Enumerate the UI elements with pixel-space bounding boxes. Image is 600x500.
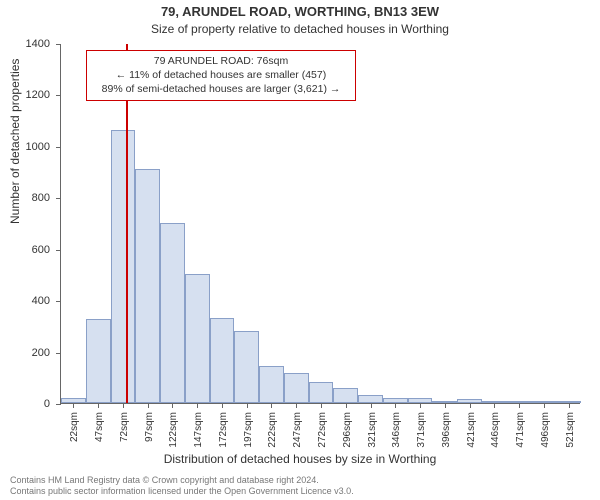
x-tick-label: 22sqm [69,412,80,442]
histogram-bar [259,366,284,403]
y-tick-label: 1400 [0,38,50,50]
info-line-1: 79 ARUNDEL ROAD: 76sqm [93,54,349,68]
x-tick-mark [172,403,173,408]
x-tick-mark [123,403,124,408]
x-axis-label: Distribution of detached houses by size … [0,452,600,466]
info-line-3: 89% of semi-detached houses are larger (… [93,82,349,96]
x-tick-label: 496sqm [540,412,551,448]
x-tick-mark [148,403,149,408]
y-tick-mark [56,95,61,96]
x-tick-label: 272sqm [317,412,328,448]
histogram-bar [284,373,309,403]
x-tick-mark [271,403,272,408]
x-tick-label: 172sqm [218,412,229,448]
x-tick-mark [519,403,520,408]
y-tick-mark [56,404,61,405]
histogram-bar [358,395,383,403]
y-tick-label: 1000 [0,141,50,153]
x-tick-mark [98,403,99,408]
x-tick-mark [321,403,322,408]
y-tick-label: 200 [0,347,50,359]
y-tick-label: 400 [0,295,50,307]
info-line-2: ← 11% of detached houses are smaller (45… [93,68,349,82]
y-tick-mark [56,353,61,354]
footer-line-1: Contains HM Land Registry data © Crown c… [10,475,354,486]
footer-line-2: Contains public sector information licen… [10,486,354,497]
x-tick-mark [569,403,570,408]
x-tick-label: 471sqm [515,412,526,448]
x-tick-label: 122sqm [168,412,179,448]
histogram-bar [135,169,160,403]
x-tick-mark [222,403,223,408]
property-info-box: 79 ARUNDEL ROAD: 76sqm ← 11% of detached… [86,50,356,101]
footer-attribution: Contains HM Land Registry data © Crown c… [10,475,354,498]
x-tick-mark [371,403,372,408]
histogram-bar [185,274,210,403]
x-tick-label: 346sqm [391,412,402,448]
y-tick-label: 0 [0,398,50,410]
y-tick-label: 600 [0,244,50,256]
x-tick-mark [296,403,297,408]
x-tick-label: 321sqm [367,412,378,448]
x-tick-mark [494,403,495,408]
x-tick-mark [197,403,198,408]
x-tick-mark [470,403,471,408]
x-tick-label: 247sqm [292,412,303,448]
x-tick-label: 396sqm [441,412,452,448]
x-tick-mark [346,403,347,408]
y-tick-mark [56,198,61,199]
x-tick-mark [445,403,446,408]
x-tick-mark [420,403,421,408]
x-tick-label: 371sqm [416,412,427,448]
x-tick-label: 446sqm [490,412,501,448]
histogram-bar [111,130,136,403]
x-tick-mark [395,403,396,408]
x-tick-label: 521sqm [565,412,576,448]
histogram-bar [333,388,358,403]
page-subtitle: Size of property relative to detached ho… [0,22,600,36]
x-tick-label: 47sqm [94,412,105,442]
x-tick-mark [73,403,74,408]
histogram-bar [210,318,235,403]
histogram-bar [86,319,111,403]
x-tick-label: 97sqm [144,412,155,442]
y-tick-mark [56,301,61,302]
histogram-bar [234,331,259,403]
histogram-bar [309,382,334,403]
x-tick-mark [247,403,248,408]
x-tick-label: 197sqm [243,412,254,448]
x-tick-label: 72sqm [119,412,130,442]
x-tick-mark [544,403,545,408]
y-tick-mark [56,44,61,45]
y-tick-mark [56,250,61,251]
x-tick-label: 222sqm [267,412,278,448]
y-tick-mark [56,147,61,148]
page-title: 79, ARUNDEL ROAD, WORTHING, BN13 3EW [0,4,600,19]
x-tick-label: 421sqm [466,412,477,448]
y-tick-label: 1200 [0,89,50,101]
x-tick-label: 147sqm [193,412,204,448]
x-tick-label: 296sqm [342,412,353,448]
histogram-bar [160,223,185,403]
y-tick-label: 800 [0,192,50,204]
